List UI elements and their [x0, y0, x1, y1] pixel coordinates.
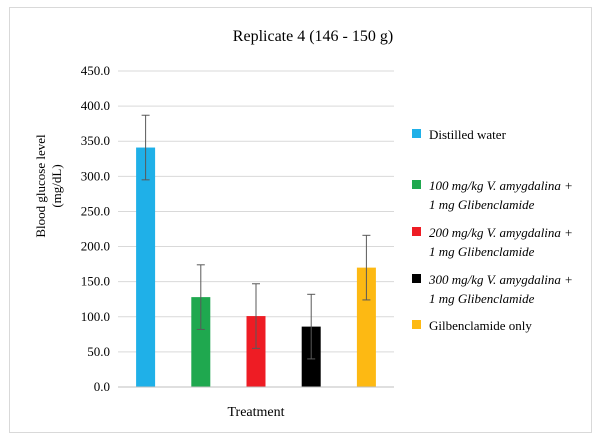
y-tick-label: 450.0: [81, 63, 110, 78]
legend-item: 100 mg/kg V. amygdalina +1 mg Glibenclam…: [412, 176, 573, 214]
y-axis-label-line2: (mg/dL): [49, 164, 64, 207]
chart-frame: [9, 7, 592, 433]
y-tick-label: 0.0: [94, 379, 110, 394]
chart-title: Replicate 4 (146 - 150 g): [233, 28, 393, 45]
legend-swatch: [412, 227, 421, 236]
error-bars: [141, 114, 371, 360]
bar: [136, 147, 156, 387]
y-tick-label: 250.0: [81, 203, 110, 218]
y-tick-labels: 0.0 50.0 100.0 150.0 200.0 250.0 300.0 350.0 400…: [81, 63, 110, 394]
bar: [191, 297, 211, 387]
y-axis-label-line1: Blood glucose level: [33, 134, 48, 238]
y-tick-label: 400.0: [81, 98, 110, 113]
legend-item: 200 mg/kg V. amygdalina +1 mg Glibenclam…: [412, 223, 573, 261]
legend-swatch: [412, 180, 421, 189]
bar: [356, 267, 376, 387]
legend-item: Gilbenclamide only: [412, 316, 532, 335]
legend-swatch: [412, 129, 421, 138]
y-tick-label: 200.0: [81, 239, 110, 254]
legend-swatch: [412, 274, 421, 283]
legend-label: Gilbenclamide only: [429, 318, 532, 333]
bars: [136, 147, 376, 387]
legend-item: Distilled water: [412, 125, 506, 144]
legend-label: 300 mg/kg V. amygdalina +1 mg Glibenclam…: [429, 272, 573, 306]
gridlines: [118, 70, 394, 353]
legend-label: Distilled water: [429, 127, 506, 142]
legend-label: 100 mg/kg V. amygdalina +1 mg Glibenclam…: [429, 178, 573, 212]
legend-label: 200 mg/kg V. amygdalina +1 mg Glibenclam…: [429, 225, 573, 259]
y-tick-label: 300.0: [81, 168, 110, 183]
legend-swatch: [412, 320, 421, 329]
y-tick-label: 350.0: [81, 133, 110, 148]
y-tick-label: 50.0: [87, 344, 110, 359]
bar: [246, 316, 266, 387]
x-axis-label: Treatment: [227, 405, 284, 420]
y-tick-label: 150.0: [81, 274, 110, 289]
y-tick-label: 100.0: [81, 309, 110, 324]
legend-item: 300 mg/kg V. amygdalina +1 mg Glibenclam…: [412, 270, 573, 308]
